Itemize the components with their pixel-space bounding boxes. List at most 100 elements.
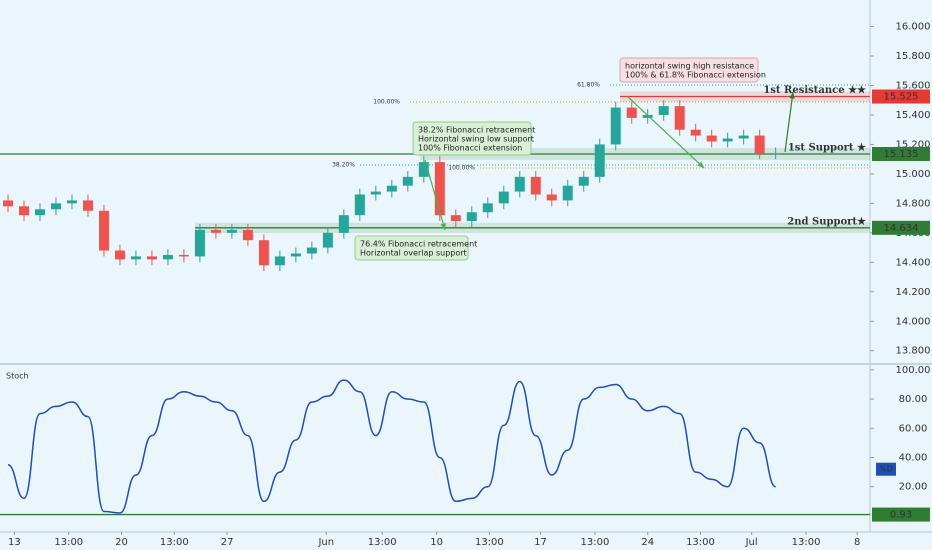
candle-body	[130, 256, 141, 260]
y-tick-label: 15.400	[896, 110, 931, 121]
x-tick-label: 13	[8, 537, 21, 548]
stoch-line	[7, 379, 777, 514]
candle-body	[658, 106, 669, 115]
candle-body	[434, 162, 445, 216]
y-tick-label: 15.000	[896, 169, 931, 180]
candle-body	[674, 106, 685, 130]
candle-body	[722, 138, 733, 142]
level-name: 1st Support ★	[788, 143, 866, 154]
level-badge-label: 0.93	[890, 510, 912, 521]
fib-label: 61.80%	[577, 82, 600, 89]
indicator-title: Stoch	[6, 372, 29, 381]
x-tick-label: 13:00	[160, 537, 189, 548]
candle-body	[738, 135, 749, 139]
x-tick-label: Jul	[745, 537, 758, 548]
candle-body	[370, 191, 381, 195]
annotation-box	[619, 57, 759, 83]
arrow	[627, 96, 705, 169]
candle-body	[178, 254, 189, 257]
candle-body	[162, 254, 173, 260]
annotation-text: horizontal swing high resistance	[625, 62, 754, 71]
price-badge-label: 14.634	[884, 223, 919, 234]
candle-body	[194, 229, 205, 257]
y-tick-label: 14.000	[896, 316, 931, 327]
candle-body	[258, 240, 269, 266]
y-tick-label: 13.800	[896, 346, 931, 357]
level-badge	[872, 507, 930, 522]
series-name: %D	[879, 465, 893, 474]
candle-body	[50, 203, 61, 210]
candle-body	[322, 232, 333, 248]
annotation-text: 100% Fibonacci extension	[418, 144, 522, 153]
level-name: 2nd Support★	[787, 216, 866, 227]
arrow	[784, 91, 794, 153]
annotation-text: 100% & 61.8% Fibonacci extension	[625, 71, 766, 80]
candle-body	[546, 194, 557, 201]
candle-body	[626, 107, 637, 118]
y-tick-label: 15.800	[896, 51, 931, 62]
candle-body	[642, 114, 653, 118]
x-tick-label: 20	[115, 537, 128, 548]
candle-body	[578, 176, 589, 186]
annotation-text: Horizontal overlap support	[360, 249, 467, 258]
candle-body	[514, 176, 525, 192]
series-badge	[876, 462, 896, 476]
fib-label: 100.00%	[448, 165, 475, 172]
candle-body	[754, 135, 765, 154]
candle-body	[354, 194, 365, 216]
y-tick-label: 20.00	[899, 482, 928, 493]
candle-body	[82, 200, 93, 211]
arrow	[424, 159, 446, 231]
x-tick-label: Jun	[317, 537, 334, 548]
y-tick-label: 16.000	[896, 22, 931, 33]
candle-body	[482, 203, 493, 213]
candle-body	[562, 185, 573, 201]
y-tick-label: 80.00	[899, 394, 928, 405]
x-tick-label: 13:00	[686, 537, 715, 548]
x-tick-label: 10	[430, 537, 443, 548]
candle-body	[386, 185, 397, 192]
price-badge-label: 15.135	[884, 149, 919, 160]
candle-body	[418, 162, 429, 177]
candle-body	[98, 210, 109, 251]
price-badge	[872, 147, 930, 161]
candle-body	[690, 129, 701, 136]
candle-body	[34, 209, 45, 216]
annotation-box	[354, 235, 469, 261]
candle-body	[306, 247, 317, 254]
annotation-text: 76.4% Fibonacci retracement	[360, 240, 477, 249]
x-tick-label: 13:00	[792, 537, 821, 548]
x-tick-label: 13:00	[475, 537, 504, 548]
candle-body	[594, 144, 605, 177]
x-tick-label: 27	[221, 537, 234, 548]
x-tick-label: 8	[854, 537, 860, 548]
candle-body	[290, 253, 301, 257]
candle-body	[498, 191, 509, 204]
arrow-head	[697, 161, 704, 168]
candle-body	[66, 200, 77, 204]
fib-label: 38.20%	[332, 162, 355, 169]
candle-body	[242, 229, 253, 241]
y-tick-label: 14.200	[896, 287, 931, 298]
annotation-text: 38.2% Fibonacci retracement	[418, 126, 535, 135]
price-badge	[872, 220, 930, 235]
candle-body	[114, 250, 125, 260]
x-tick-label: 13:00	[368, 537, 397, 548]
candle-body	[338, 215, 349, 233]
y-tick-label: 15.600	[896, 80, 931, 91]
arrow-head	[440, 223, 446, 230]
candle-body	[210, 229, 221, 233]
candle-body	[274, 256, 285, 266]
fib-label: 100.00%	[373, 99, 400, 106]
x-tick-label: 13:00	[581, 537, 610, 548]
candle-body	[226, 229, 237, 233]
candle-body	[530, 176, 541, 195]
candle-body	[770, 153, 781, 155]
candle-body	[18, 206, 29, 216]
annotation-box	[412, 121, 532, 156]
candle-body	[402, 176, 413, 186]
y-tick-label: 60.00	[899, 423, 928, 434]
arrow-head	[789, 92, 795, 99]
